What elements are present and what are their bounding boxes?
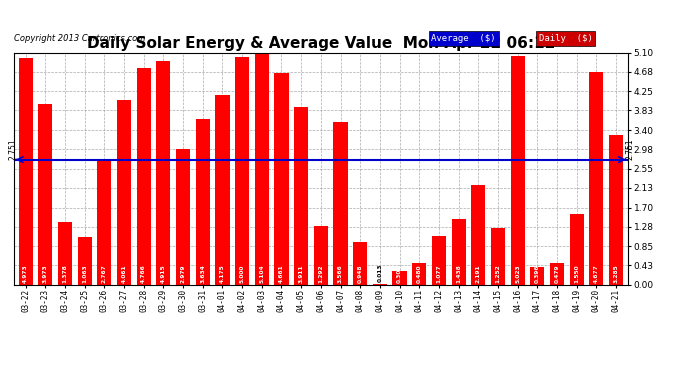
- Text: 4.677: 4.677: [594, 264, 599, 283]
- Text: 1.378: 1.378: [63, 264, 68, 283]
- Bar: [235, 57, 249, 285]
- Bar: [294, 107, 308, 285]
- Text: 0.396: 0.396: [535, 264, 540, 283]
- Text: 2.979: 2.979: [181, 264, 186, 283]
- Bar: [550, 263, 564, 285]
- Text: 0.307: 0.307: [397, 264, 402, 283]
- Text: 4.766: 4.766: [141, 264, 146, 283]
- Text: 0.479: 0.479: [555, 264, 560, 283]
- Text: 4.061: 4.061: [121, 264, 126, 283]
- Text: 5.023: 5.023: [515, 264, 520, 283]
- Text: 1.077: 1.077: [437, 264, 442, 283]
- Text: 4.915: 4.915: [161, 264, 166, 283]
- Bar: [275, 72, 288, 285]
- Text: 1.292: 1.292: [318, 264, 324, 283]
- Bar: [589, 72, 604, 285]
- Bar: [471, 185, 485, 285]
- Bar: [412, 263, 426, 285]
- Text: 3.566: 3.566: [338, 264, 343, 283]
- Text: 3.285: 3.285: [613, 264, 619, 283]
- Bar: [432, 236, 446, 285]
- Text: 0.480: 0.480: [417, 264, 422, 283]
- Bar: [353, 242, 367, 285]
- Text: 2.751: 2.751: [625, 138, 634, 160]
- Text: 4.175: 4.175: [220, 264, 225, 283]
- Bar: [609, 135, 623, 285]
- Bar: [255, 53, 269, 285]
- Bar: [77, 237, 92, 285]
- Bar: [511, 56, 525, 285]
- Bar: [137, 68, 151, 285]
- Text: Daily  ($): Daily ($): [539, 34, 593, 43]
- Text: 3.911: 3.911: [299, 264, 304, 283]
- Text: 1.252: 1.252: [495, 264, 500, 283]
- Text: 1.438: 1.438: [456, 264, 461, 283]
- Bar: [196, 119, 210, 285]
- Text: 3.973: 3.973: [43, 264, 48, 283]
- Text: Average  ($): Average ($): [431, 34, 496, 43]
- Text: 5.000: 5.000: [239, 264, 245, 283]
- Title: Daily Solar Energy & Average Value  Mon Apr 22 06:12: Daily Solar Energy & Average Value Mon A…: [87, 36, 555, 51]
- Text: 1.063: 1.063: [82, 264, 87, 283]
- Bar: [117, 100, 131, 285]
- Bar: [373, 284, 387, 285]
- Text: Copyright 2013 Cartronics.com: Copyright 2013 Cartronics.com: [14, 34, 145, 43]
- Bar: [393, 271, 406, 285]
- Text: 3.634: 3.634: [200, 264, 205, 283]
- Text: 0.013: 0.013: [377, 264, 382, 282]
- Text: 4.661: 4.661: [279, 264, 284, 283]
- Bar: [58, 222, 72, 285]
- Bar: [314, 226, 328, 285]
- Text: 2.751: 2.751: [8, 138, 17, 160]
- Bar: [38, 104, 52, 285]
- Text: 2.191: 2.191: [476, 264, 481, 283]
- Bar: [451, 219, 466, 285]
- Bar: [97, 159, 111, 285]
- Bar: [570, 214, 584, 285]
- Bar: [19, 58, 32, 285]
- Text: 2.767: 2.767: [102, 264, 107, 283]
- Bar: [333, 122, 348, 285]
- Bar: [215, 94, 230, 285]
- Text: 0.948: 0.948: [357, 264, 363, 283]
- Bar: [157, 61, 170, 285]
- Bar: [491, 228, 505, 285]
- Text: 4.973: 4.973: [23, 264, 28, 283]
- Text: 5.104: 5.104: [259, 264, 264, 283]
- Bar: [531, 267, 544, 285]
- Text: 1.550: 1.550: [574, 264, 579, 283]
- Bar: [176, 149, 190, 285]
